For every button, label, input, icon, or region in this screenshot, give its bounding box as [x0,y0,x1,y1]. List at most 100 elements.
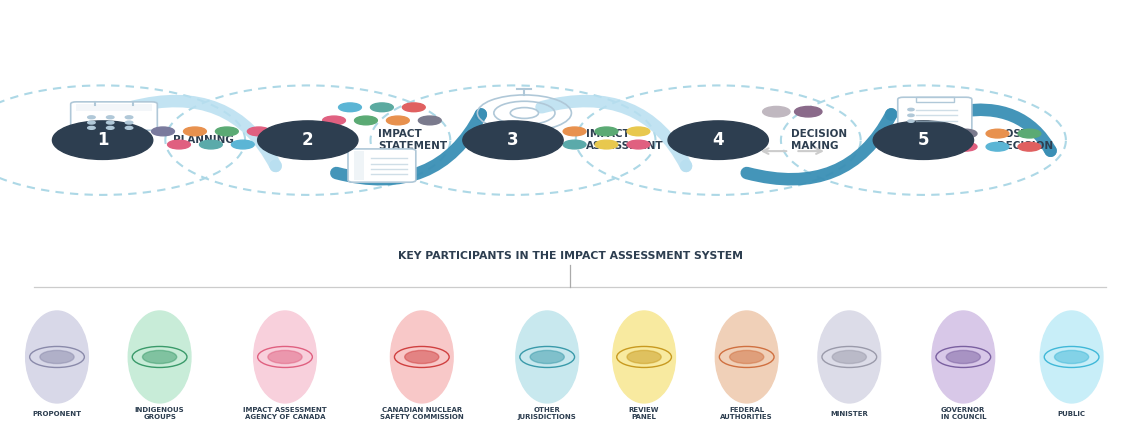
Circle shape [386,116,409,125]
Circle shape [463,121,563,159]
Circle shape [719,346,774,367]
Text: PUBLIC: PUBLIC [1058,411,1085,417]
Ellipse shape [716,311,779,403]
Text: MINISTER: MINISTER [830,411,869,417]
Text: GOVERNOR
IN COUNCIL: GOVERNOR IN COUNCIL [940,407,986,420]
Ellipse shape [25,311,89,403]
Circle shape [730,350,764,364]
Circle shape [339,103,361,112]
Bar [353,151,364,180]
Text: KEY PARTICIPANTS IN THE IMPACT ASSESSMENT SYSTEM: KEY PARTICIPANTS IN THE IMPACT ASSESSMEN… [398,251,742,261]
Circle shape [418,116,441,125]
Circle shape [215,127,238,136]
Circle shape [394,346,449,367]
Circle shape [627,127,650,136]
Circle shape [30,346,84,367]
FancyArrowPatch shape [336,114,481,179]
Circle shape [595,127,618,136]
Ellipse shape [612,311,675,403]
Circle shape [125,127,132,129]
Circle shape [405,350,439,364]
Text: 4: 4 [712,131,724,149]
Circle shape [563,140,586,149]
Ellipse shape [515,311,578,403]
Circle shape [595,140,618,149]
Circle shape [627,350,661,364]
Text: FEDERAL
AUTHORITIES: FEDERAL AUTHORITIES [720,407,773,420]
Circle shape [152,127,174,136]
Circle shape [617,346,671,367]
Ellipse shape [1040,311,1102,403]
Circle shape [168,140,190,149]
Ellipse shape [253,311,317,403]
Bar [76,104,152,111]
Circle shape [907,114,914,117]
FancyArrowPatch shape [542,101,686,166]
Text: 2: 2 [302,131,314,149]
Text: 5: 5 [918,131,929,149]
Circle shape [907,108,914,111]
Circle shape [530,350,564,364]
Text: REVIEW
PANEL: REVIEW PANEL [629,407,659,420]
Ellipse shape [390,311,454,403]
Text: POST
DECISION: POST DECISION [998,129,1053,151]
Text: IMPACT
STATEMENT: IMPACT STATEMENT [378,129,448,151]
FancyArrowPatch shape [958,110,1051,151]
Circle shape [954,129,977,138]
Circle shape [258,346,312,367]
Circle shape [258,121,358,159]
Circle shape [520,346,575,367]
Circle shape [106,121,114,124]
Text: CANADIAN NUCLEAR
SAFETY COMMISSION: CANADIAN NUCLEAR SAFETY COMMISSION [380,407,464,420]
Circle shape [125,116,132,119]
Circle shape [668,121,768,159]
Circle shape [370,103,393,112]
Text: 1: 1 [97,131,108,149]
FancyArrowPatch shape [131,101,276,166]
Circle shape [40,350,74,364]
Circle shape [822,346,877,367]
Circle shape [132,346,187,367]
Circle shape [1044,346,1099,367]
Ellipse shape [931,311,994,403]
FancyBboxPatch shape [71,102,157,130]
Circle shape [106,127,114,129]
Ellipse shape [128,311,192,403]
Circle shape [1054,350,1089,364]
Circle shape [1018,142,1041,151]
Circle shape [125,121,132,124]
Text: 3: 3 [507,131,519,149]
Circle shape [907,120,914,122]
Circle shape [247,127,270,136]
Text: IMPACT
ASSESSMENT: IMPACT ASSESSMENT [586,129,663,151]
Circle shape [88,121,96,124]
Text: IMPACT ASSESSMENT
AGENCY OF CANADA: IMPACT ASSESSMENT AGENCY OF CANADA [243,407,327,420]
Circle shape [763,106,790,117]
Circle shape [531,140,554,149]
Circle shape [184,127,206,136]
Circle shape [1018,129,1041,138]
Circle shape [954,142,977,151]
Circle shape [402,103,425,112]
Text: INDIGENOUS
GROUPS: INDIGENOUS GROUPS [135,407,185,420]
Text: PROPONENT: PROPONENT [32,411,82,417]
Text: OTHER
JURISDICTIONS: OTHER JURISDICTIONS [518,407,577,420]
Circle shape [231,140,254,149]
Circle shape [88,127,96,129]
Circle shape [106,116,114,119]
Circle shape [832,350,866,364]
Circle shape [268,350,302,364]
Text: PLANNING: PLANNING [173,135,234,145]
Circle shape [946,350,980,364]
Circle shape [355,116,377,125]
FancyBboxPatch shape [348,149,416,182]
Circle shape [200,140,222,149]
Circle shape [563,127,586,136]
Circle shape [795,106,822,117]
Circle shape [986,129,1009,138]
Ellipse shape [817,311,880,403]
FancyArrowPatch shape [747,114,891,179]
Circle shape [323,116,345,125]
Circle shape [88,116,96,119]
Circle shape [142,350,177,364]
